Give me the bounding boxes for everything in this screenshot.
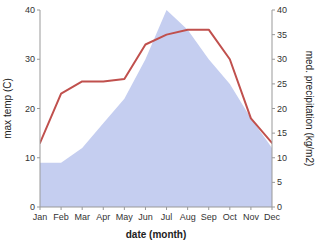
temperature-line	[40, 30, 272, 143]
plot-area	[40, 10, 272, 207]
y-tick-label: 0	[30, 202, 35, 212]
y2-tick	[272, 10, 275, 11]
x-tick	[166, 207, 167, 210]
y2-tick	[272, 182, 275, 183]
y-tick	[37, 157, 40, 158]
y-tick	[37, 108, 40, 109]
x-tick	[145, 207, 146, 210]
y2-tick	[272, 207, 275, 208]
x-tick-label: Sep	[201, 212, 217, 222]
x-tick	[208, 207, 209, 210]
x-tick	[250, 207, 251, 210]
chart: JanFebMarAprMayJunJulAugSepOctNovDec0102…	[0, 0, 318, 247]
x-axis-line	[40, 207, 272, 208]
y2-tick-label: 10	[277, 153, 287, 163]
x-tick-label: Feb	[53, 212, 69, 222]
x-tick	[187, 207, 188, 210]
y-tick-label: 20	[25, 104, 35, 114]
x-tick-label: Dec	[264, 212, 281, 222]
x-tick-label: Aug	[180, 212, 196, 222]
y2-axis-label: med. precipitation (kg/m2)	[304, 51, 315, 167]
y2-tick	[272, 34, 275, 35]
y2-tick-label: 25	[277, 79, 287, 89]
x-tick-label: Jan	[33, 212, 48, 222]
x-tick	[229, 207, 230, 210]
y2-tick	[272, 157, 275, 158]
x-tick-label: Oct	[223, 212, 238, 222]
y-tick-label: 40	[25, 5, 35, 15]
x-axis-label: date (month)	[126, 229, 187, 240]
x-tick-label: Nov	[243, 212, 260, 222]
y-tick	[37, 59, 40, 60]
x-tick	[82, 207, 83, 210]
x-tick-label: Mar	[74, 212, 90, 222]
y2-tick-label: 15	[277, 128, 287, 138]
x-tick	[61, 207, 62, 210]
y2-tick	[272, 108, 275, 109]
y2-tick	[272, 83, 275, 84]
y-tick-label: 10	[25, 153, 35, 163]
x-tick	[124, 207, 125, 210]
y2-tick-label: 35	[277, 30, 287, 40]
y-tick	[37, 207, 40, 208]
y-tick	[37, 10, 40, 11]
x-tick-label: Jul	[161, 212, 173, 222]
y2-tick-label: 0	[277, 202, 282, 212]
precipitation-area	[40, 10, 272, 207]
y2-tick-label: 20	[277, 104, 287, 114]
x-tick-label: May	[116, 212, 134, 222]
y2-tick	[272, 133, 275, 134]
y2-tick	[272, 59, 275, 60]
y2-tick-label: 30	[277, 54, 287, 64]
y2-tick-label: 40	[277, 5, 287, 15]
y-tick-label: 30	[25, 54, 35, 64]
x-tick-label: Apr	[96, 212, 110, 222]
x-tick-label: Jun	[138, 212, 153, 222]
y2-tick-label: 5	[277, 177, 282, 187]
y-axis-label: max temp (C)	[2, 78, 13, 139]
x-tick	[103, 207, 104, 210]
